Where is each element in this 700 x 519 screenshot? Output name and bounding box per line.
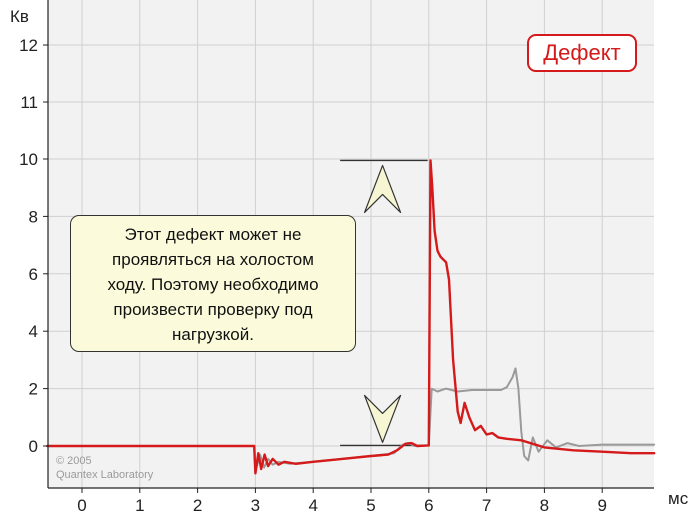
series-line-2 bbox=[46, 159, 656, 475]
callout-line-3: ходу. Поэтому необходимо bbox=[107, 275, 319, 294]
x-tick-label-1: 1 bbox=[135, 496, 144, 515]
watermark-lab: Quantex Laboratory bbox=[56, 469, 154, 481]
y-axis-label: Кв bbox=[10, 7, 29, 26]
series-line-1 bbox=[46, 367, 656, 473]
x-tick-label-3: 3 bbox=[251, 496, 260, 515]
x-tick-label-9: 9 bbox=[597, 496, 606, 515]
x-tick-label-6: 6 bbox=[424, 496, 433, 515]
callout-line-5: нагрузкой. bbox=[172, 325, 254, 344]
watermark: © 2005 Quantex Laboratory bbox=[56, 454, 153, 482]
series-layer bbox=[46, 159, 656, 475]
y-tick-label-11: 11 bbox=[20, 93, 38, 112]
axes bbox=[43, 0, 654, 493]
x-tick-label-5: 5 bbox=[366, 496, 375, 515]
y-tick-label-4: 4 bbox=[29, 322, 38, 341]
callout-line-4: произвести проверку под bbox=[113, 300, 313, 319]
y-tick-label-6: 6 bbox=[29, 265, 38, 284]
callout-line-2: проявляться на холостом bbox=[112, 250, 314, 269]
y-tick-label-8: 8 bbox=[29, 207, 38, 226]
defect-badge: Дефект bbox=[527, 34, 637, 72]
y-tick-label-12: 12 bbox=[19, 36, 38, 55]
callout-line-1: Этот дефект может не bbox=[124, 225, 302, 244]
x-tick-label-8: 8 bbox=[540, 496, 549, 515]
x-tick-label-2: 2 bbox=[193, 496, 202, 515]
x-tick-label-4: 4 bbox=[308, 496, 317, 515]
callout-note: Этот дефект может не проявляться на холо… bbox=[70, 215, 356, 352]
x-axis-label: мс bbox=[668, 489, 689, 508]
y-tick-label-10: 10 bbox=[19, 150, 38, 169]
watermark-year: © 2005 bbox=[56, 455, 92, 467]
y-tick-label-2: 2 bbox=[29, 380, 38, 399]
arrow-up-icon bbox=[363, 164, 402, 214]
arrow-down-icon bbox=[363, 394, 402, 444]
x-tick-label-0: 0 bbox=[77, 496, 86, 515]
y-tick-label-0: 0 bbox=[29, 437, 38, 456]
x-tick-label-7: 7 bbox=[482, 496, 491, 515]
